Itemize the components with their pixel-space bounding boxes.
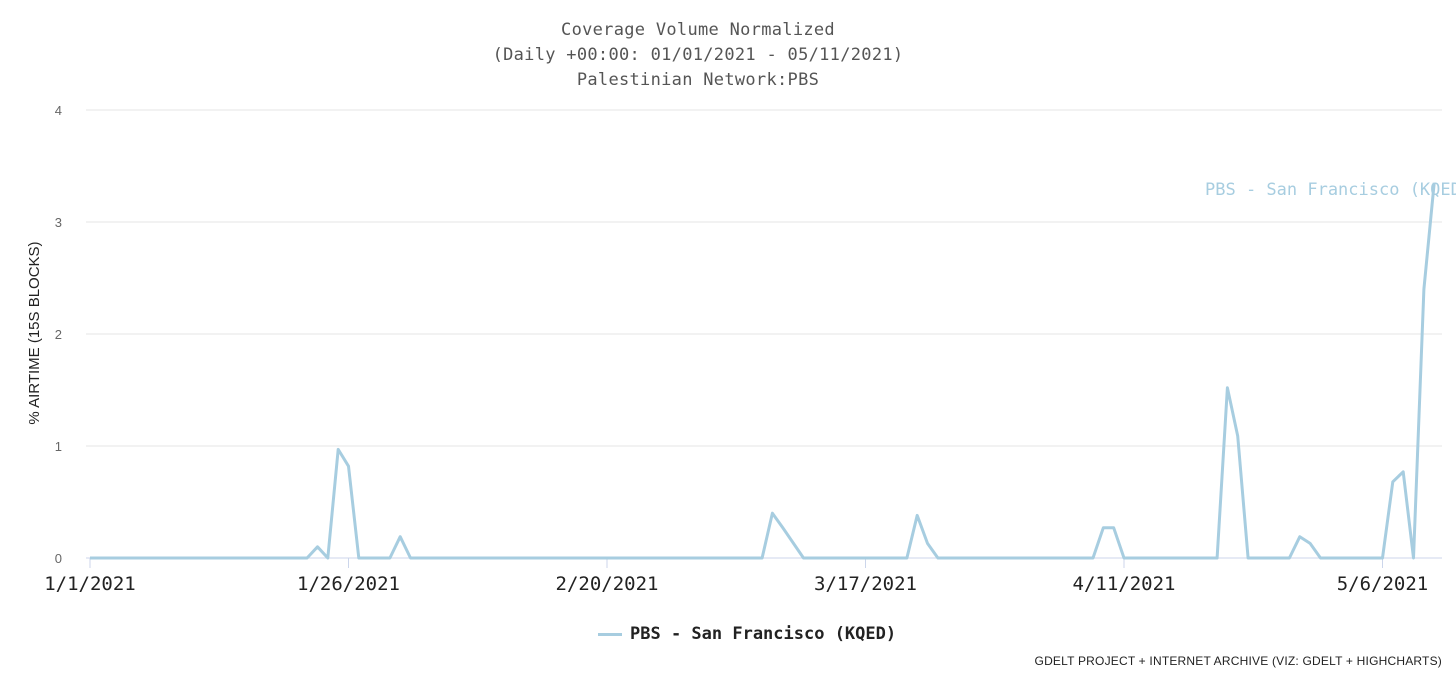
y-tick-label: 4 (55, 103, 62, 118)
x-axis: 1/1/2021 1/26/2021 2/20/2021 3/17/2021 4/11/… (44, 558, 1428, 595)
chart-title-line-1: Coverage Volume Normalized (561, 20, 835, 40)
grid-lines (86, 109, 1442, 559)
chart-title-line-2: (Daily +00:00: 01/01/2021 - 05/11/2021) (492, 45, 904, 65)
x-tick-label: 1/1/2021 (44, 573, 136, 595)
y-axis: 0 1 2 3 4 (55, 103, 62, 566)
x-tick-label: 4/11/2021 (1073, 573, 1176, 595)
y-tick-label: 2 (55, 327, 62, 342)
series-end-label: PBS - San Francisco (KQED (1205, 180, 1456, 200)
series-line[interactable] (90, 182, 1436, 560)
legend[interactable]: PBS - San Francisco (KQED) (598, 624, 896, 644)
legend-swatch (598, 632, 622, 636)
y-tick-label: 3 (55, 215, 62, 230)
y-axis-label: % AIRTIME (15S BLOCKS) (26, 241, 43, 424)
x-tick-label: 3/17/2021 (814, 573, 917, 595)
x-tick-label: 5/6/2021 (1337, 573, 1429, 595)
y-tick-label: 0 (55, 551, 62, 566)
chart-title: Coverage Volume Normalized (Daily +00:00… (0, 18, 1396, 93)
y-tick-label: 1 (55, 439, 62, 454)
x-tick-label: 1/26/2021 (297, 573, 400, 595)
chart-title-line-3: Palestinian Network:PBS (576, 70, 820, 90)
x-tick-label: 2/20/2021 (556, 573, 659, 595)
series-layer: PBS - San Francisco (KQED (90, 180, 1456, 560)
legend-item-label[interactable]: PBS - San Francisco (KQED) (630, 624, 897, 644)
credits[interactable]: GDELT PROJECT + INTERNET ARCHIVE (VIZ: G… (1034, 654, 1442, 668)
